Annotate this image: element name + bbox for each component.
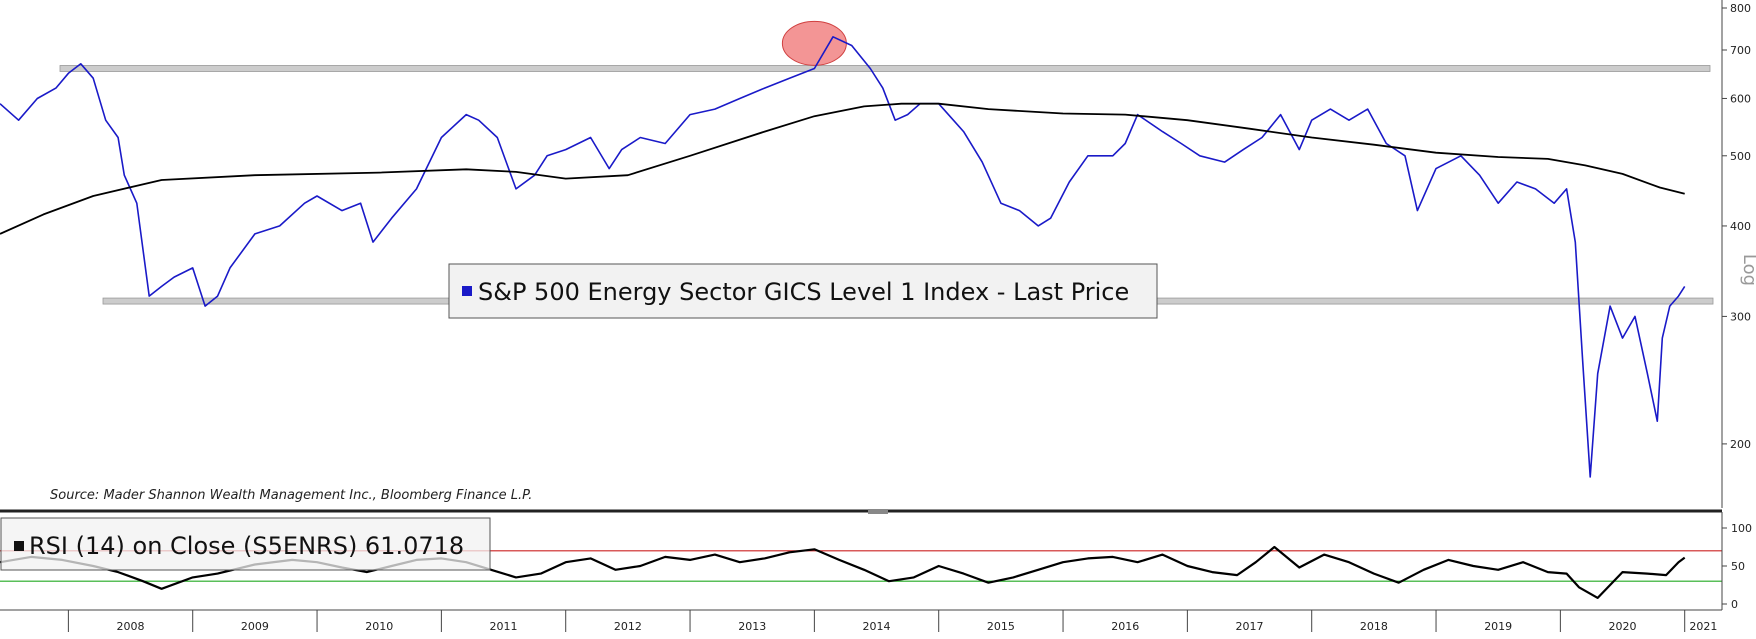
year-tick-label: 2012: [614, 620, 642, 633]
time-axis: 2008 2009 2010 2011 2012 2013 2014 2015 2016 2017…: [67, 610, 1717, 633]
scale-label: Log: [1739, 254, 1756, 286]
year-tick-label: 2010: [365, 620, 393, 633]
year-tick-label: 2020: [1609, 620, 1637, 633]
price-y-tick-label: 400: [1730, 220, 1751, 233]
year-tick-label: 2021: [1689, 620, 1717, 633]
rsi-y-tick-label: 0: [1731, 598, 1738, 611]
price-y-tick-label: 200: [1730, 438, 1751, 451]
rsi-y-ticks: 0 50 100: [1722, 522, 1752, 611]
price-legend-swatch: [462, 286, 472, 296]
year-tick-label: 2014: [863, 620, 891, 633]
rsi-panel: 0 50 100 RSI (14) on Close (S5ENRS) 61.071…: [0, 512, 1752, 611]
source-note: Source: Mader Shannon Wealth Management …: [50, 488, 532, 503]
rsi-legend-box: [0, 517, 491, 571]
price-legend: S&P 500 Energy Sector GICS Level 1 Index…: [448, 263, 1158, 319]
price-legend-label: S&P 500 Energy Sector GICS Level 1 Index…: [478, 278, 1129, 306]
price-series-line: [0, 35, 1686, 478]
price-panel: 200 300 400 500 600 700 800 Log S&P 500 Energy…: [0, 0, 1756, 508]
peak-highlight: [781, 20, 847, 66]
rsi-y-tick-label: 50: [1731, 560, 1745, 573]
year-tick-label: 2008: [117, 620, 145, 633]
year-tick-label: 2017: [1236, 620, 1264, 633]
panel-resize-handle[interactable]: [868, 509, 888, 514]
moving-average-line: [0, 102, 1685, 235]
price-y-ticks: 200 300 400 500 600 700 800: [1722, 2, 1751, 451]
price-y-tick-label: 700: [1730, 44, 1751, 57]
price-y-tick-label: 300: [1730, 310, 1751, 323]
reference-band-0: [59, 65, 1711, 72]
year-tick-label: 2019: [1484, 620, 1512, 633]
rsi-y-tick-label: 100: [1731, 522, 1752, 535]
peak-highlight-ellipse: [781, 20, 847, 66]
price-legend-box: [448, 263, 1158, 319]
price-y-tick-label: 800: [1730, 2, 1751, 15]
year-tick-label: 2011: [490, 620, 518, 633]
year-tick-label: 2013: [738, 620, 766, 633]
year-tick-label: 2015: [987, 620, 1015, 633]
rsi-legend: RSI (14) on Close (S5ENRS) 61.0718: [0, 517, 491, 571]
price-y-tick-label: 500: [1730, 150, 1751, 163]
rsi-legend-label: RSI (14) on Close (S5ENRS) 61.0718: [29, 532, 464, 560]
year-tick-label: 2018: [1360, 620, 1388, 633]
year-tick-label: 2009: [241, 620, 269, 633]
price-series-group: [0, 35, 1686, 478]
year-tick-label: 2016: [1111, 620, 1139, 633]
price-y-tick-label: 600: [1730, 92, 1751, 105]
rsi-legend-swatch: [14, 541, 24, 551]
